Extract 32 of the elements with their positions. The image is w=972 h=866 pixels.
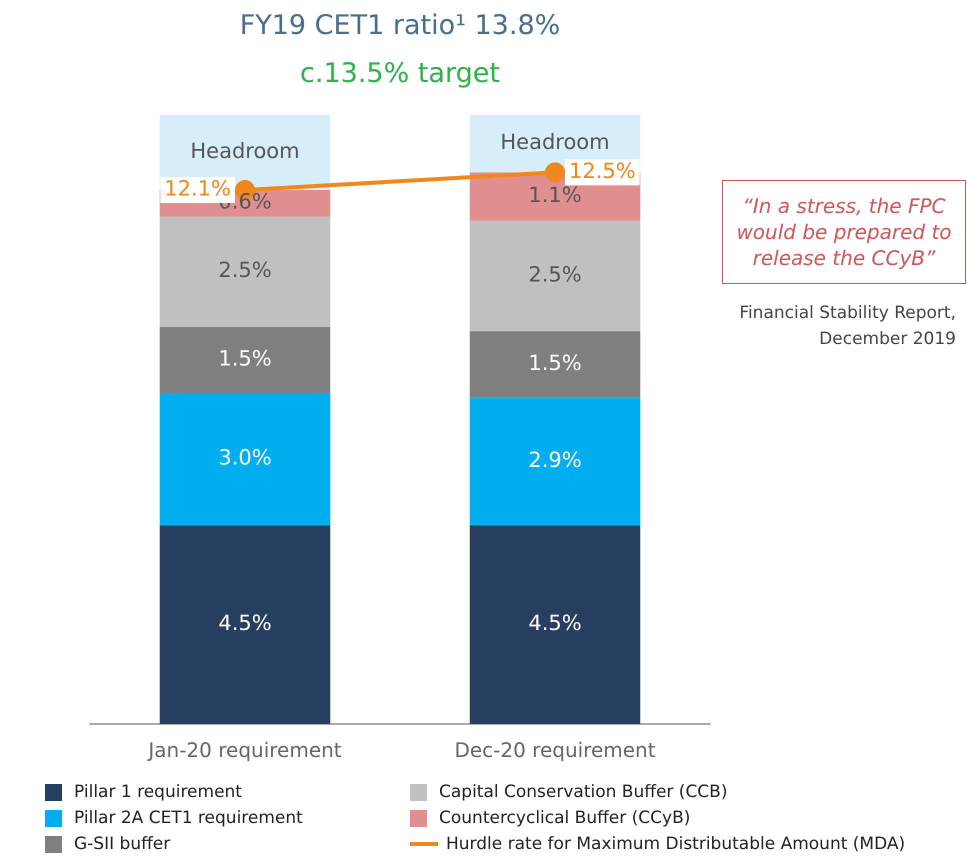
legend-label: Pillar 1 requirement (74, 782, 242, 802)
data-label: 2.9% (528, 448, 582, 472)
data-label: 1.5% (218, 346, 272, 370)
data-label: Headroom (190, 138, 300, 163)
legend-label: Capital Conservation Buffer (CCB) (439, 782, 728, 802)
legend-label: G-SII buffer (74, 834, 170, 854)
data-label: 3.0% (218, 446, 272, 470)
data-label: 4.5% (218, 611, 272, 636)
data-label: Headroom (500, 130, 610, 154)
x-tick-label: Dec-20 requirement (454, 738, 656, 762)
text: c.13.5% target (299, 58, 501, 89)
bar (470, 525, 640, 724)
bar (160, 393, 330, 526)
bar (470, 397, 640, 526)
legend-label: Pillar 2A CET1 requirement (74, 808, 303, 828)
bar (160, 216, 330, 327)
data-label: 12.5% (569, 158, 636, 183)
bar (160, 525, 330, 724)
data-label: 1.5% (528, 350, 582, 375)
bar (470, 331, 640, 398)
legend-label: Countercyclical Buffer (CCyB) (439, 808, 690, 828)
data-label: 2.5% (218, 258, 272, 282)
x-tick-label: Jan-20 requirement (146, 738, 342, 762)
data-label: 2.5% (528, 262, 582, 287)
data-label: 4.5% (528, 611, 582, 636)
text: Financial Stability Report, December 2019 (738, 302, 956, 351)
text: FY19 CET1 ratio¹ 13.8% (238, 10, 562, 41)
legend-label: Hurdle rate for Maximum Distributable Amount (MDA) (446, 834, 906, 854)
bar (470, 220, 640, 332)
data-label: 1.1% (528, 183, 582, 208)
text: “In a stress, the FPC would be prepared to release the CCyB” (722, 180, 966, 284)
bar (160, 326, 330, 394)
